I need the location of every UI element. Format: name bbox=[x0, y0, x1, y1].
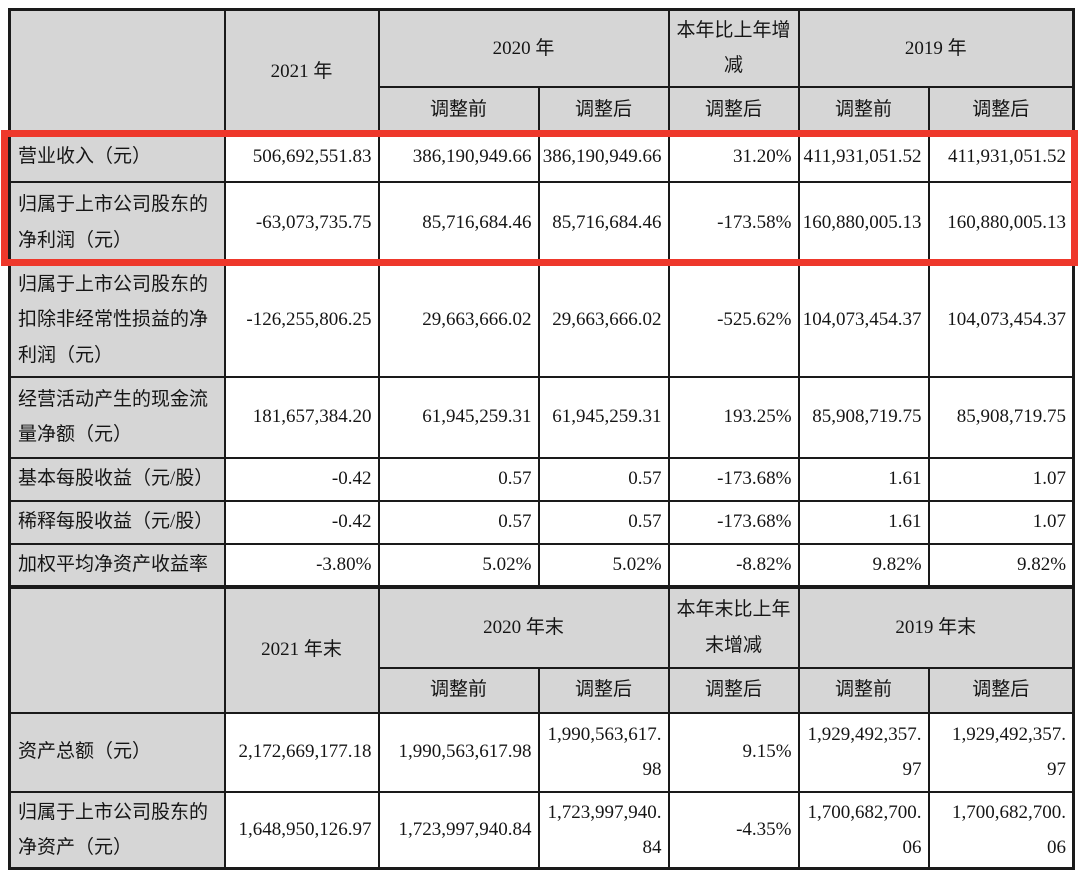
cell-value: -173.68% bbox=[667, 499, 800, 545]
subheader2-2020-before: 调整前 bbox=[377, 666, 540, 714]
header-yoy-change: 本年比上年增减 bbox=[667, 8, 800, 88]
subheader-2019-before: 调整前 bbox=[797, 85, 930, 134]
cell-value: 9.15% bbox=[667, 711, 800, 793]
table-row: 归属于上市公司股东的净利润（元） -63,073,735.75 85,716,6… bbox=[8, 180, 1075, 265]
cell-value: 506,692,551.83 bbox=[223, 131, 380, 183]
cell-value: 61,945,259.31 bbox=[537, 375, 670, 459]
row-label: 经营活动产生的现金流量净额（元） bbox=[8, 375, 226, 459]
cell-value: 1,929,492,357. 97 bbox=[927, 711, 1075, 793]
cell-value: 1,700,682,700. 06 bbox=[797, 790, 930, 870]
header-year-2020: 2020 年 bbox=[377, 8, 670, 88]
cell-value: 9.82% bbox=[797, 542, 930, 588]
subheader-2019-after: 调整后 bbox=[927, 85, 1075, 134]
cell-value: 2,172,669,177.18 bbox=[223, 711, 380, 793]
table-row: 基本每股收益（元/股） -0.42 0.57 0.57 -173.68% 1.6… bbox=[8, 456, 1075, 502]
cell-value: 0.57 bbox=[377, 499, 540, 545]
cell-value: -0.42 bbox=[223, 499, 380, 545]
cell-value: 0.57 bbox=[537, 499, 670, 545]
cell-value: 85,908,719.75 bbox=[797, 375, 930, 459]
cell-value: -8.82% bbox=[667, 542, 800, 588]
cell-value: -173.68% bbox=[667, 456, 800, 502]
table-row: 资产总额（元） 2,172,669,177.18 1,990,563,617.9… bbox=[8, 711, 1075, 793]
subheader-2020-after: 调整后 bbox=[537, 85, 670, 134]
cell-value: 386,190,949.66 bbox=[377, 131, 540, 183]
cell-value: -525.62% bbox=[667, 262, 800, 378]
cell-value: 29,663,666.02 bbox=[377, 262, 540, 378]
cell-value: 104,073,454.37 bbox=[927, 262, 1075, 378]
cell-value: 61,945,259.31 bbox=[377, 375, 540, 459]
cell-value: -3.80% bbox=[223, 542, 380, 588]
row-label: 稀释每股收益（元/股） bbox=[8, 499, 226, 545]
cell-value: 9.82% bbox=[927, 542, 1075, 588]
cell-value: 181,657,384.20 bbox=[223, 375, 380, 459]
cell-value: 85,716,684.46 bbox=[377, 180, 540, 265]
cell-value: 0.57 bbox=[377, 456, 540, 502]
cell-value: 1,723,997,940.84 bbox=[377, 790, 540, 870]
table-row: 加权平均净资产收益率 -3.80% 5.02% 5.02% -8.82% 9.8… bbox=[8, 542, 1075, 588]
header-yearend-change: 本年末比上年末增减 bbox=[667, 584, 800, 669]
cell-value: 5.02% bbox=[537, 542, 670, 588]
cell-value: 160,880,005.13 bbox=[797, 180, 930, 265]
cell-value: 1,648,950,126.97 bbox=[223, 790, 380, 870]
cell-value: 1,990,563,617. 98 bbox=[537, 711, 670, 793]
subheader2-2019-before: 调整前 bbox=[797, 666, 930, 714]
cell-value: -126,255,806.25 bbox=[223, 262, 380, 378]
cell-value: 1,700,682,700. 06 bbox=[927, 790, 1075, 870]
cell-value: 1.61 bbox=[797, 499, 930, 545]
header-yearend-2019: 2019 年末 bbox=[797, 584, 1075, 669]
row-label: 资产总额（元） bbox=[8, 711, 226, 793]
cell-value: 1.61 bbox=[797, 456, 930, 502]
cell-value: -4.35% bbox=[667, 790, 800, 870]
cell-value: -63,073,735.75 bbox=[223, 180, 380, 265]
row-label: 归属于上市公司股东的净利润（元） bbox=[8, 180, 226, 265]
subheader-2020-before: 调整前 bbox=[377, 85, 540, 134]
corner-cell bbox=[8, 8, 226, 134]
cell-value: 0.57 bbox=[537, 456, 670, 502]
cell-value: 386,190,949.66 bbox=[537, 131, 670, 183]
cell-value: 1.07 bbox=[927, 456, 1075, 502]
cell-value: 193.25% bbox=[667, 375, 800, 459]
key-financials-table: 2021 年 2020 年 本年比上年增减 2019 年 调整前 调整后 调整后… bbox=[8, 8, 1076, 870]
row-label: 基本每股收益（元/股） bbox=[8, 456, 226, 502]
cell-value: 104,073,454.37 bbox=[797, 262, 930, 378]
subheader2-change-after: 调整后 bbox=[667, 666, 800, 714]
cell-value: 411,931,051.52 bbox=[797, 131, 930, 183]
subheader-change-after: 调整后 bbox=[667, 85, 800, 134]
table-row: 稀释每股收益（元/股） -0.42 0.57 0.57 -173.68% 1.6… bbox=[8, 499, 1075, 545]
subheader2-2020-after: 调整后 bbox=[537, 666, 670, 714]
header-yearend-2021: 2021 年末 bbox=[223, 584, 380, 714]
subheader2-2019-after: 调整后 bbox=[927, 666, 1075, 714]
cell-value: 85,908,719.75 bbox=[927, 375, 1075, 459]
header-year-2019: 2019 年 bbox=[797, 8, 1075, 88]
cell-value: 31.20% bbox=[667, 131, 800, 183]
header-yearend-2020: 2020 年末 bbox=[377, 584, 670, 669]
header-year-2021: 2021 年 bbox=[223, 8, 380, 134]
table-row: 归属于上市公司股东的扣除非经常性损益的净利润（元） -126,255,806.2… bbox=[8, 262, 1075, 378]
corner-cell-2 bbox=[8, 584, 226, 714]
cell-value: -0.42 bbox=[223, 456, 380, 502]
cell-value: 1,929,492,357. 97 bbox=[797, 711, 930, 793]
row-label: 归属于上市公司股东的扣除非经常性损益的净利润（元） bbox=[8, 262, 226, 378]
row-label: 营业收入（元） bbox=[8, 131, 226, 183]
cell-value: 1,990,563,617.98 bbox=[377, 711, 540, 793]
cell-value: 5.02% bbox=[377, 542, 540, 588]
row-label: 加权平均净资产收益率 bbox=[8, 542, 226, 588]
cell-value: 29,663,666.02 bbox=[537, 262, 670, 378]
cell-value: 1.07 bbox=[927, 499, 1075, 545]
cell-value: -173.58% bbox=[667, 180, 800, 265]
cell-value: 1,723,997,940. 84 bbox=[537, 790, 670, 870]
table-row: 归属于上市公司股东的净资产（元） 1,648,950,126.97 1,723,… bbox=[8, 790, 1075, 870]
row-label: 归属于上市公司股东的净资产（元） bbox=[8, 790, 226, 870]
cell-value: 160,880,005.13 bbox=[927, 180, 1075, 265]
cell-value: 411,931,051.52 bbox=[927, 131, 1075, 183]
table-row: 经营活动产生的现金流量净额（元） 181,657,384.20 61,945,2… bbox=[8, 375, 1075, 459]
cell-value: 85,716,684.46 bbox=[537, 180, 670, 265]
table-row: 营业收入（元） 506,692,551.83 386,190,949.66 38… bbox=[8, 131, 1075, 183]
